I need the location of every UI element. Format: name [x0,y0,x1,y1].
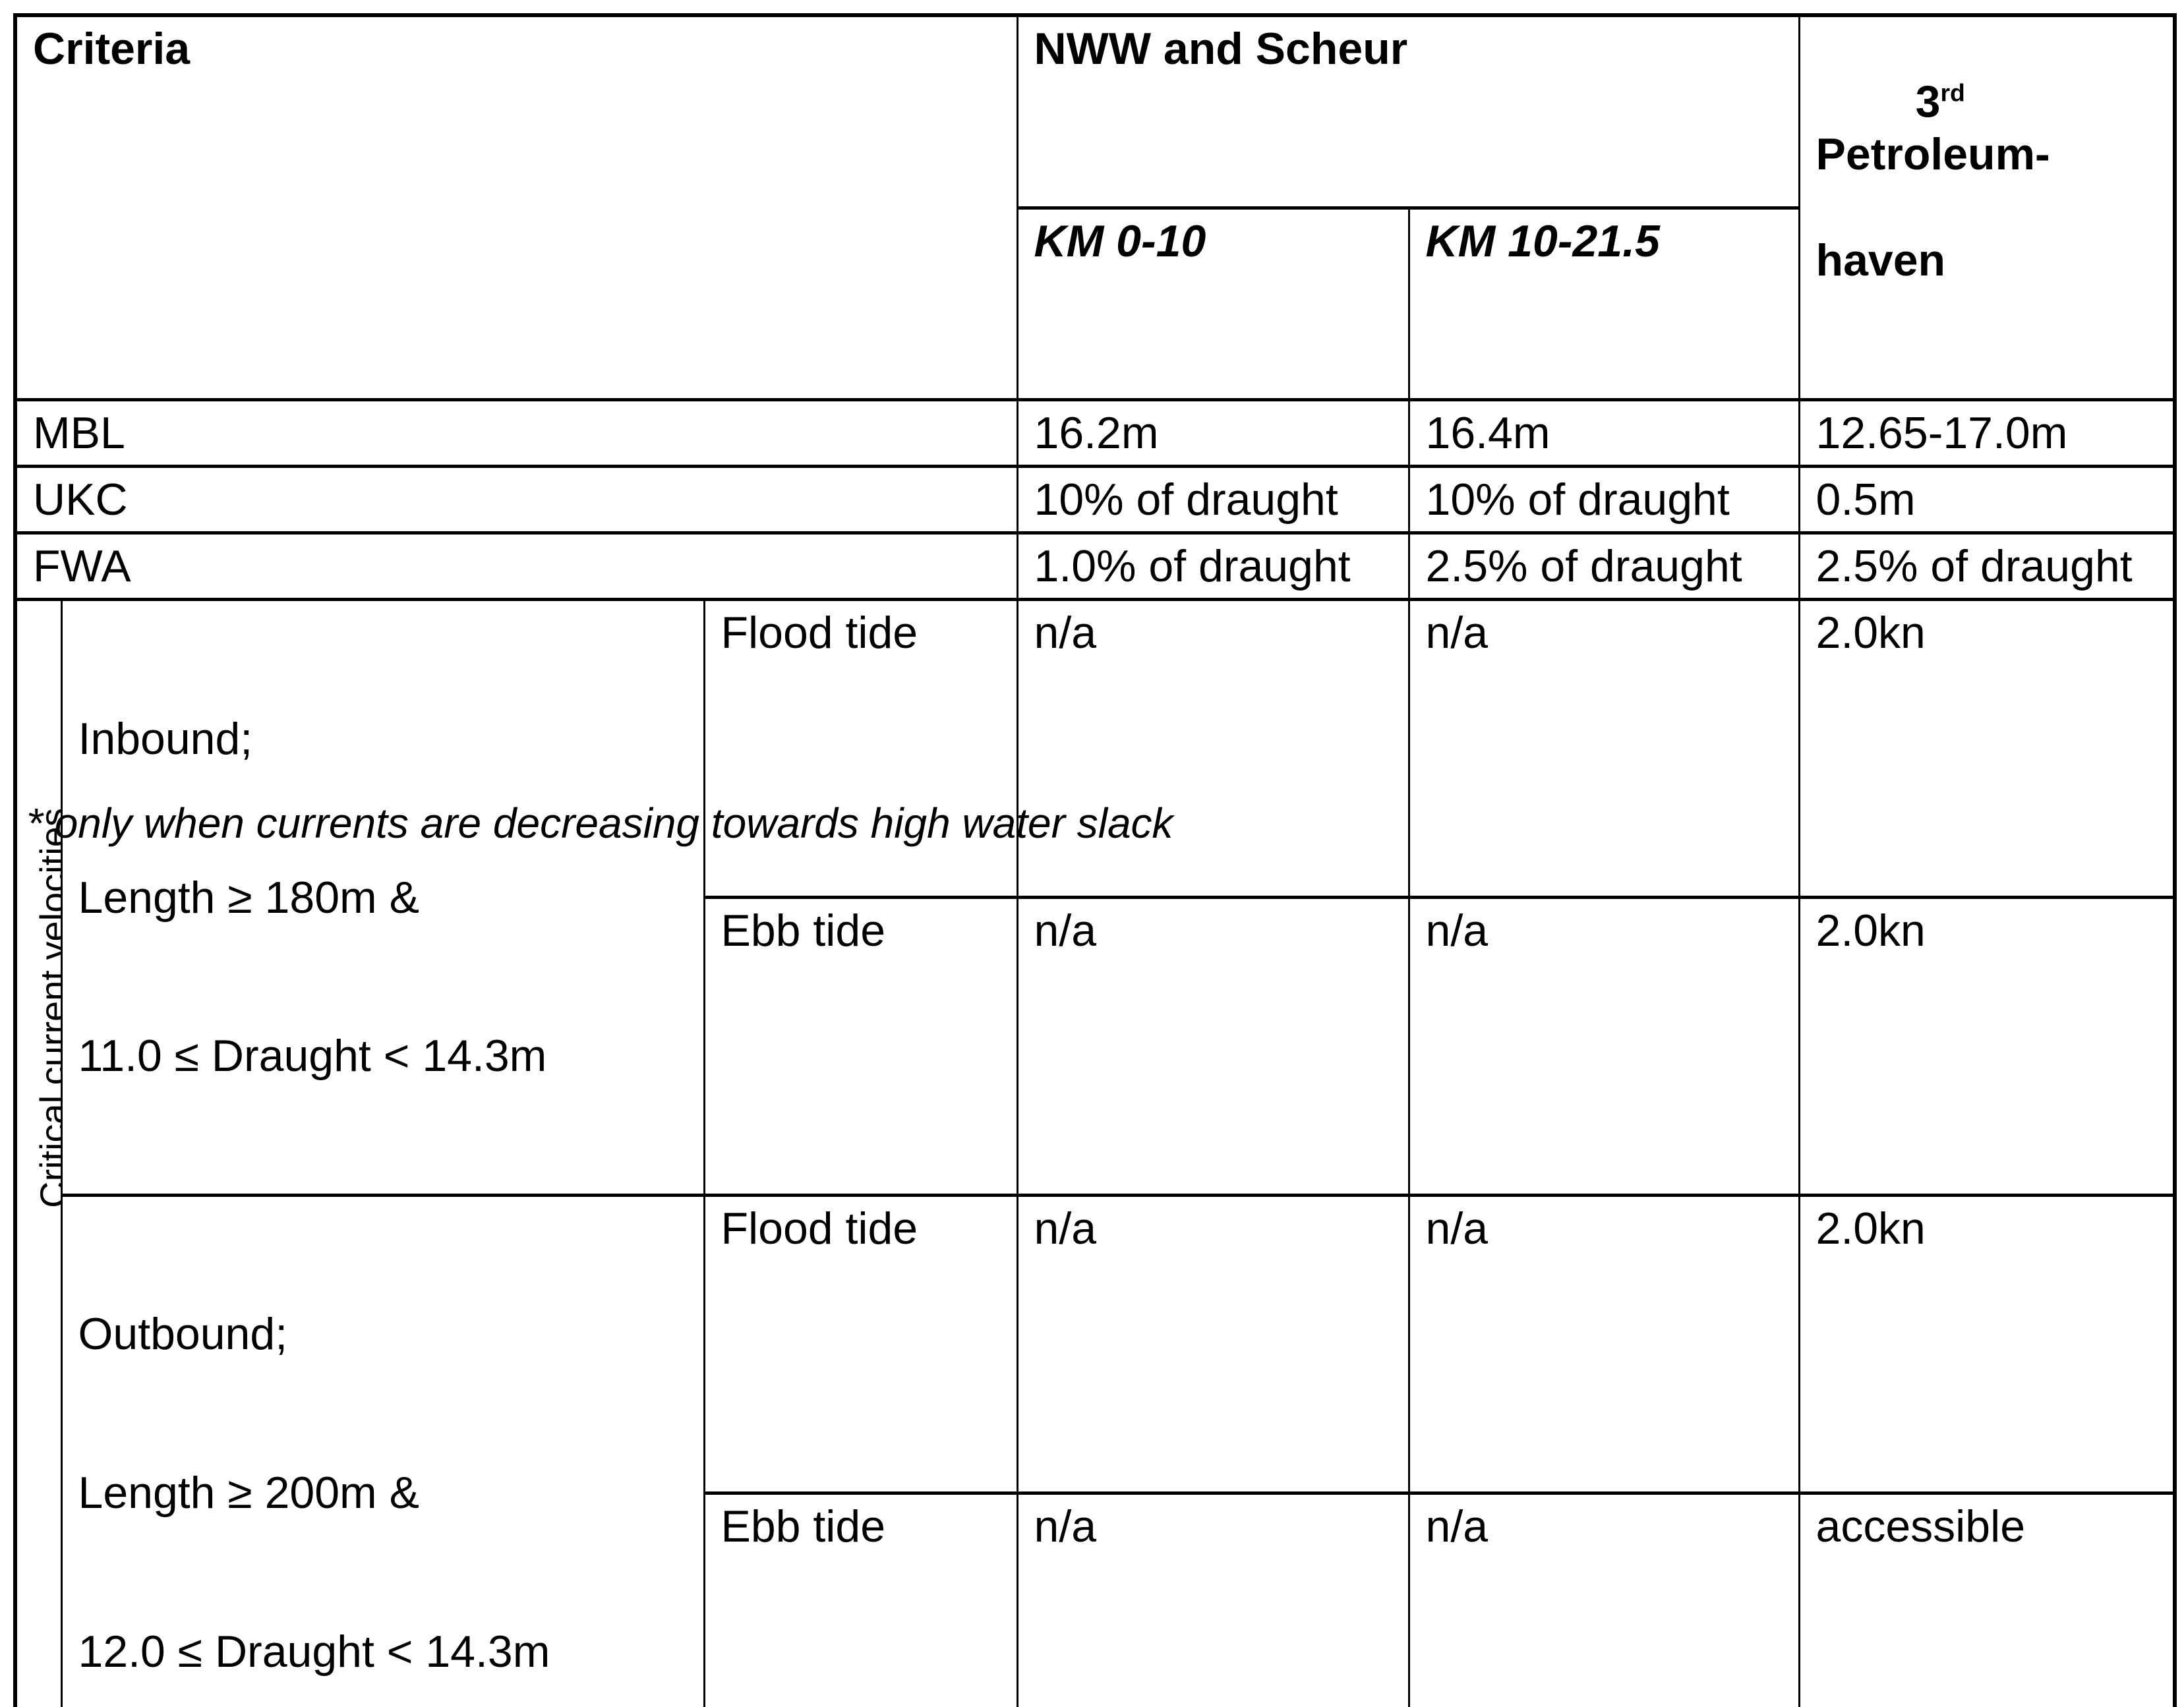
cell-outbound-ebb-km-0-10: n/a [1016,1491,1410,1707]
header-nww-and-scheur: NWW and Scheur [1016,13,1800,210]
header-row-2: KM 0-10 KM 10-21.5 [15,206,2175,401]
cell-outbound-flood-km-10-21-5: n/a [1407,1193,1800,1495]
criteria-line: Outbound; [78,1309,288,1360]
criteria-line: Length ≥ 200m & [78,1468,419,1519]
cell-ukc-km-0-10: 10% of draught [1016,464,1410,535]
cell-fwa-km-0-10: 1.0% of draught [1016,531,1410,602]
cell-ukc-km-10-21-5: 10% of draught [1407,464,1800,535]
header-row-1: Criteria NWW and Scheur 3rd Petroleum- h… [14,13,2176,401]
cell-inbound-flood-km-10-21-5: n/a [1407,598,1800,900]
cell-outbound-flood-petroleumhaven: 2.0kn [1798,1193,2176,1495]
cell-rotated-section-label: Critical current velocities [14,598,63,1707]
criteria-line: 12.0 ≤ Draught < 14.3m [78,1626,550,1677]
cell-inbound-flood-petroleumhaven: 2.0kn [1798,598,2176,900]
cell-mbl-km-0-10: 16.2m [1016,397,1410,468]
table-row-outbound-flood: Outbound; Length ≥ 200m & 12.0 ≤ Draught… [15,1193,2176,1707]
petroleum-name-line2: haven [1815,235,1946,285]
header-km-0-10: KM 0-10 [1016,206,1410,401]
criteria-line: 11.0 ≤ Draught < 14.3m [78,1031,547,1082]
cell-ukc-label: UKC [14,464,1018,535]
cell-outbound-ebb-km-10-21-5: n/a [1407,1491,1800,1707]
cell-outbound-criteria: Outbound; Length ≥ 200m & 12.0 ≤ Draught… [60,1193,705,1707]
header-petroleumhaven: 3rd Petroleum- haven [1798,13,2176,401]
criteria-table: Criteria NWW and Scheur 3rd Petroleum- h… [13,13,2177,1707]
cell-inbound-ebb-km-10-21-5: n/a [1407,896,1800,1197]
table-row-ukc: UKC 10% of draught 10% of draught 0.5m [14,464,2176,535]
cell-inbound-ebb-petroleumhaven: 2.0kn [1798,896,2176,1197]
cell-inbound-flood-km-0-10: n/a [1016,598,1410,900]
table-row-mbl: MBL 16.2m 16.4m 12.65-17.0m [14,397,2176,468]
cell-ukc-petroleumhaven: 0.5m [1798,464,2176,535]
cell-outbound-flood-km-0-10: n/a [1016,1193,1410,1495]
petroleum-name: Petroleum- [1815,76,2050,180]
table-row-fwa: FWA 1.0% of draught 2.5% of draught 2.5%… [14,531,2176,602]
header-criteria: Criteria [14,13,1018,401]
cell-mbl-km-10-21-5: 16.4m [1407,397,1800,468]
criteria-line: Inbound; [78,713,253,764]
table-row-inbound-flood: Critical current velocities Inbound; Len… [14,598,2176,1707]
cell-outbound-flood-tide-label: Flood tide [703,1193,1018,1495]
petroleum-number: 3 [1915,76,1941,127]
critical-current-velocities-label: Critical current velocities [32,807,61,1208]
criteria-line: Length ≥ 180m & [78,872,419,923]
cell-inbound-flood-tide-label: Flood tide [703,598,1018,900]
cell-mbl-petroleumhaven: 12.65-17.0m [1798,397,2176,468]
cell-inbound-criteria: Inbound; Length ≥ 180m & 11.0 ≤ Draught … [60,598,705,1197]
cell-inbound-ebb-tide-label: Ebb tide [703,896,1018,1197]
cell-inbound-ebb-km-0-10: n/a [1016,896,1410,1197]
document-page: Criteria NWW and Scheur 3rd Petroleum- h… [13,13,2177,1707]
cell-fwa-km-10-21-5: 2.5% of draught [1407,531,1800,602]
cell-mbl-label: MBL [14,397,1018,468]
cell-outbound-ebb-petroleumhaven: accessible [1798,1491,2176,1707]
cell-fwa-petroleumhaven: 2.5% of draught [1798,531,2176,602]
cell-outbound-ebb-tide-label: Ebb tide [703,1491,1018,1707]
cell-fwa-label: FWA [14,531,1018,602]
table-footnote: * only when currents are decreasing towa… [26,799,1173,847]
header-km-10-21-5: KM 10-21.5 [1407,206,1800,401]
petroleum-ordinal-suffix: rd [1940,78,1965,107]
